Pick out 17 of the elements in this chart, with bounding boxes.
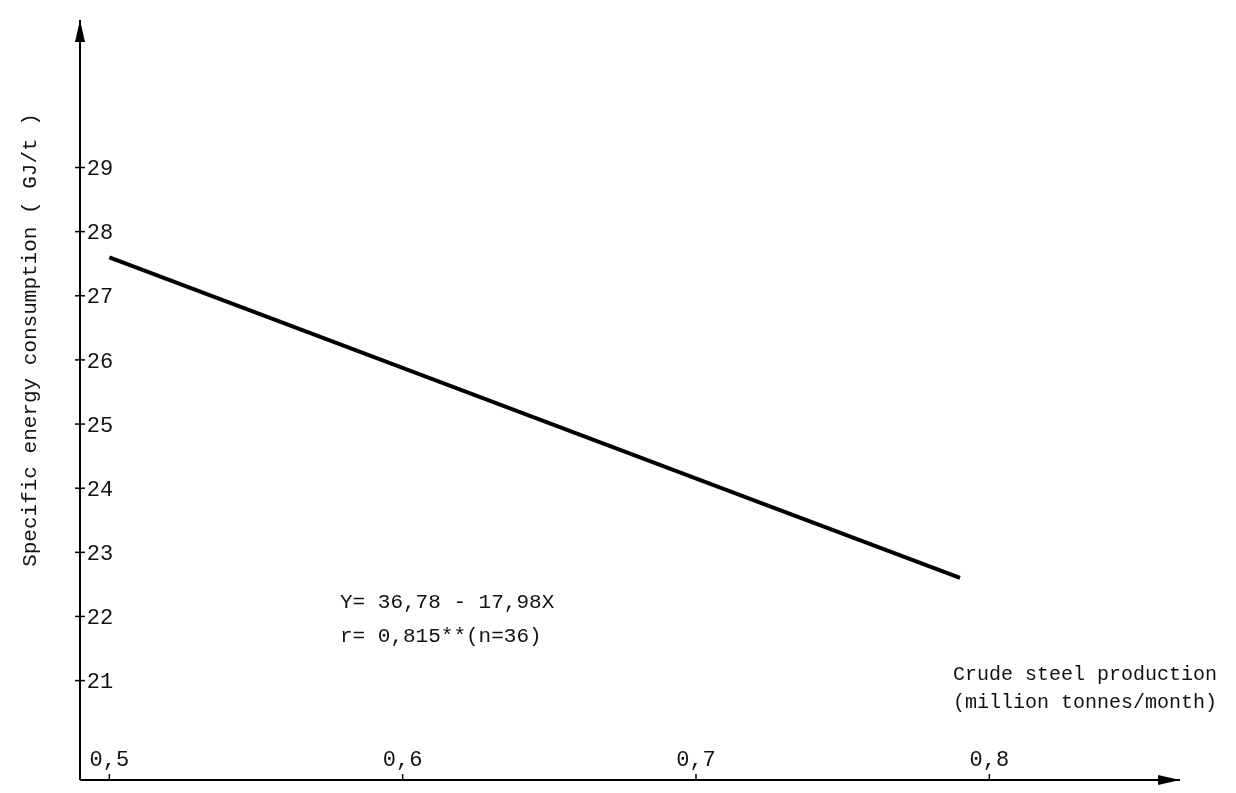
y-tick-label: 21 [86, 670, 114, 696]
x-tick-label: 0,5 [89, 748, 130, 773]
y-axis-title: Specific energy consumption ( GJ/t ) [19, 113, 42, 567]
x-tick-label: 0,7 [676, 748, 716, 773]
y-tick-label: 28 [86, 221, 114, 247]
annotation: Y= 36,78 - 17,98X [340, 591, 555, 614]
y-tick-label: 26 [86, 349, 114, 375]
y-tick-label: 29 [86, 157, 114, 183]
y-tick-label: 27 [86, 285, 114, 311]
y-tick-label: 24 [86, 477, 114, 503]
annotation: r= 0,815**(n=36) [340, 625, 542, 648]
x-tick-label: 0,6 [382, 748, 423, 773]
y-tick-label: 23 [86, 542, 114, 568]
y-tick-label: 22 [86, 606, 114, 632]
y-tick-label: 25 [86, 413, 114, 439]
x-tick-label: 0,8 [969, 748, 1010, 773]
x-axis-title: Crude steel production (million tonnes/month) [952, 663, 1218, 714]
